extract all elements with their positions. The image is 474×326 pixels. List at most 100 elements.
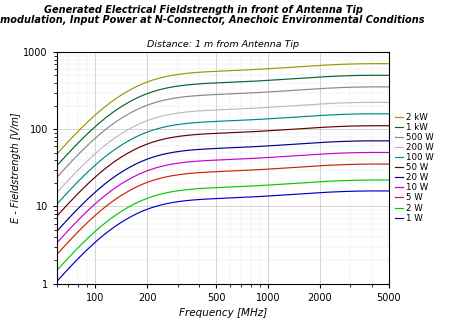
10 W [113,185,118,189]
Line: 1 kW: 1 kW [57,75,389,166]
500 W [250,91,255,95]
5 W [374,162,380,166]
1 W [374,189,380,193]
Text: Generated Electrical Fieldstrength in front of Antenna Tip: Generated Electrical Fieldstrength in fr… [45,5,363,15]
500 W [304,87,310,91]
2 kW [275,66,281,70]
200 W [374,100,380,104]
1 W [54,279,60,283]
2 kW [113,97,118,101]
20 W [204,147,210,151]
100 W [204,120,210,124]
Y-axis label: E - Fieldstrength [V/m]: E - Fieldstrength [V/m] [10,112,20,223]
5 W [275,167,281,170]
1 kW [374,73,380,77]
Line: 10 W: 10 W [57,153,389,243]
50 W [250,130,255,134]
1 W [204,197,210,201]
500 W [374,85,380,89]
50 W [275,128,281,132]
1 kW [250,79,255,83]
2 kW [304,64,310,68]
100 W [304,114,310,118]
100 W [250,118,255,122]
100 W [374,112,380,116]
1 kW [113,109,118,112]
50 W [304,126,310,130]
100 W [139,132,145,136]
2 W [54,269,60,273]
500 W [139,105,145,109]
Line: 100 W: 100 W [57,114,389,204]
50 W [139,144,145,148]
50 W [113,159,118,163]
1 W [386,189,392,193]
2 W [204,186,210,190]
50 W [374,124,380,128]
200 W [250,106,255,110]
1 W [250,195,255,199]
1 W [275,193,281,197]
20 W [139,159,145,163]
200 W [139,121,145,125]
1 kW [139,94,145,97]
5 W [54,253,60,257]
200 W [304,103,310,107]
200 W [113,136,118,140]
200 W [54,191,60,195]
2 kW [139,82,145,86]
2 W [113,213,118,217]
Text: Distance: 1 m from Antenna Tip: Distance: 1 m from Antenna Tip [147,40,299,49]
50 W [54,214,60,218]
100 W [386,112,392,116]
5 W [113,197,118,201]
Legend: 2 kW, 1 kW, 500 W, 200 W, 100 W, 50 W, 20 W, 10 W, 5 W, 2 W, 1 W: 2 kW, 1 kW, 500 W, 200 W, 100 W, 50 W, 2… [395,113,434,223]
2 W [304,181,310,185]
10 W [304,153,310,157]
100 W [113,147,118,151]
Line: 50 W: 50 W [57,126,389,216]
10 W [54,241,60,245]
200 W [204,109,210,112]
Line: 500 W: 500 W [57,87,389,177]
Line: 200 W: 200 W [57,102,389,193]
200 W [386,100,392,104]
10 W [386,151,392,155]
1 kW [304,76,310,80]
Line: 5 W: 5 W [57,164,389,255]
1 W [304,191,310,195]
5 W [204,170,210,174]
500 W [204,93,210,97]
1 kW [275,78,281,82]
200 W [275,105,281,109]
20 W [374,139,380,143]
5 W [250,168,255,172]
2 W [275,183,281,186]
20 W [113,174,118,178]
Line: 2 W: 2 W [57,180,389,271]
500 W [386,85,392,89]
Line: 20 W: 20 W [57,141,389,231]
50 W [204,132,210,136]
10 W [204,158,210,162]
X-axis label: Frequency [MHz]: Frequency [MHz] [179,308,267,318]
500 W [54,175,60,179]
2 W [139,199,145,202]
2 W [374,178,380,182]
5 W [386,162,392,166]
20 W [250,145,255,149]
1 kW [204,82,210,85]
10 W [250,156,255,160]
2 kW [250,68,255,72]
100 W [275,116,281,120]
1 kW [54,164,60,168]
5 W [139,183,145,186]
2 W [250,184,255,188]
50 W [386,124,392,128]
Text: no modulation, Input Power at N-Connector, Anechoic Environmental Conditions: no modulation, Input Power at N-Connecto… [0,15,425,25]
10 W [374,151,380,155]
500 W [113,120,118,124]
2 W [386,178,392,182]
10 W [139,171,145,175]
2 kW [386,62,392,66]
